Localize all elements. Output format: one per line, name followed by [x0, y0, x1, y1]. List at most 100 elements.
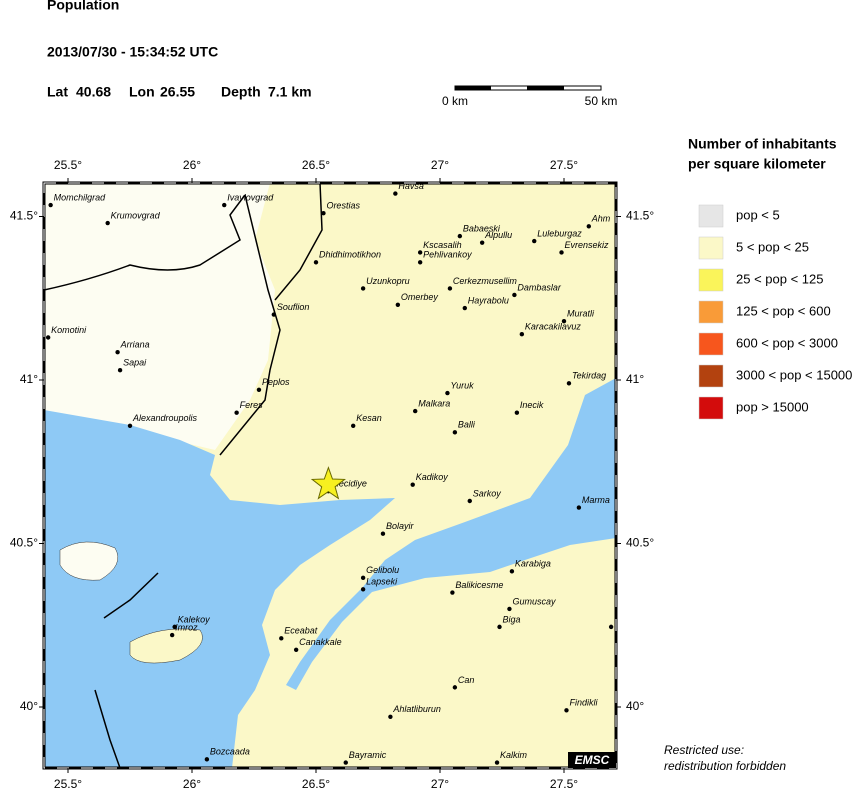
lat-value: 40.68 — [76, 84, 111, 100]
city-dot — [576, 505, 582, 510]
city-label: Peplos — [262, 377, 290, 387]
city-label: Ivaylovgrad — [227, 192, 274, 202]
city-label: Arriana — [120, 340, 150, 350]
lon-tick-label: 27° — [431, 777, 449, 790]
city-label: Feres — [240, 400, 264, 410]
city-label: Pehlivankoy — [423, 250, 472, 260]
island — [129, 628, 203, 664]
city-label: Biga — [503, 614, 521, 624]
legend-swatch — [698, 364, 724, 388]
lon-tick-label: 27° — [431, 158, 449, 172]
city-label: Cerkezmusellim — [453, 276, 518, 286]
city-dot — [457, 233, 463, 239]
city-label: Komotini — [51, 325, 87, 335]
city-dot — [447, 286, 453, 291]
city-label: Can — [458, 675, 475, 685]
city-dot — [48, 202, 53, 208]
city-label: Imroz — [175, 622, 198, 632]
city-dot — [172, 624, 177, 630]
legend-label: 3000 < pop < 15000 — [736, 367, 852, 382]
city-label: Luleburgaz — [537, 228, 582, 238]
lat-tick-label: 40° — [626, 699, 644, 713]
city-label: Malkara — [418, 398, 450, 408]
city-label: Tekirdag — [572, 371, 606, 381]
city-label: Havsa — [398, 181, 424, 191]
city-dot — [222, 202, 227, 208]
city-label: Yuruk — [450, 380, 474, 390]
city-dot — [509, 569, 515, 574]
city-label: Bolayir — [386, 521, 415, 531]
city-dot — [586, 224, 591, 229]
city-dot — [497, 624, 502, 630]
lat-tick-label: 40.5° — [10, 536, 38, 550]
city-dot — [256, 387, 262, 393]
city-dot — [566, 381, 572, 386]
city-label: Gelibolu — [366, 565, 399, 575]
map: Momchilgrad Krumovgrad Ivaylovgrad Orestias… — [44, 181, 616, 768]
city-label: Orestias — [326, 201, 360, 211]
city-label: Evrensekiz — [565, 240, 610, 250]
city-dot — [452, 685, 458, 690]
lat-tick-label: 41.5° — [10, 209, 38, 223]
legend-swatch — [698, 396, 724, 420]
city-label: Momchilgrad — [54, 192, 107, 202]
city-label: Alpullu — [484, 230, 512, 240]
city-dot — [360, 286, 366, 291]
title: Population — [47, 0, 119, 13]
logo-box — [568, 752, 616, 768]
city-label: Dambaslar — [517, 282, 562, 292]
city-dot — [313, 260, 319, 265]
lon-label: Lon — [129, 84, 155, 100]
city-label: Lapseki — [366, 577, 398, 587]
city-label: Kscasalih — [423, 240, 462, 250]
city-dot — [293, 647, 299, 652]
lat-label: Lat — [47, 84, 68, 100]
city-dot — [532, 238, 537, 244]
lat-tick-label: 41° — [20, 372, 38, 386]
legend-swatch — [698, 236, 724, 260]
lon-tick-label: 26.5° — [302, 777, 330, 790]
epicenter-star — [310, 466, 346, 500]
scale-start: 0 km — [442, 94, 468, 108]
legend-swatch — [698, 300, 724, 324]
legend-label: 600 < pop < 3000 — [736, 335, 838, 350]
city-label: Kesan — [356, 413, 382, 423]
city-label: Kalkim — [500, 750, 528, 760]
city-label: Bayramic — [349, 750, 387, 760]
city-dot — [395, 302, 401, 307]
city-dot — [388, 714, 393, 720]
lat-tick-label: 40° — [20, 699, 38, 713]
city-dot — [234, 410, 239, 415]
lon-tick-label: 27.5° — [550, 777, 578, 790]
legend-swatch — [698, 332, 724, 356]
lon-tick-label: 27.5° — [550, 158, 578, 172]
city-label: Inecik — [520, 400, 544, 410]
city-dot — [343, 760, 348, 765]
city-label: Ahlatliburun — [392, 704, 441, 714]
city-dot — [204, 757, 210, 762]
city-dot — [393, 191, 398, 196]
city-label: Kalekoy — [178, 614, 211, 624]
city-dot — [351, 423, 356, 428]
city-dot — [608, 624, 614, 630]
city-dot — [445, 390, 450, 396]
city-dot — [450, 590, 455, 595]
city-label: Canakkale — [299, 637, 342, 647]
city-label: Omerbey — [401, 292, 439, 302]
city-label: Kadikoy — [416, 472, 449, 482]
legend-label: 25 < pop < 125 — [736, 271, 823, 286]
city-dot — [479, 240, 485, 245]
city-dot — [45, 335, 51, 340]
city-dot — [452, 430, 458, 435]
city-label: Dhidhimotikhon — [319, 250, 381, 260]
sea — [44, 378, 616, 768]
lat-tick-label: 41.5° — [626, 209, 654, 223]
city-dot — [279, 636, 284, 641]
legend-title: per square kilometer — [688, 156, 826, 172]
city-dot — [360, 587, 366, 592]
city-dot — [561, 318, 567, 324]
city-label: Karacakilavuz — [525, 322, 582, 332]
city-label: Ahm — [591, 214, 611, 224]
city-dot — [410, 482, 415, 487]
